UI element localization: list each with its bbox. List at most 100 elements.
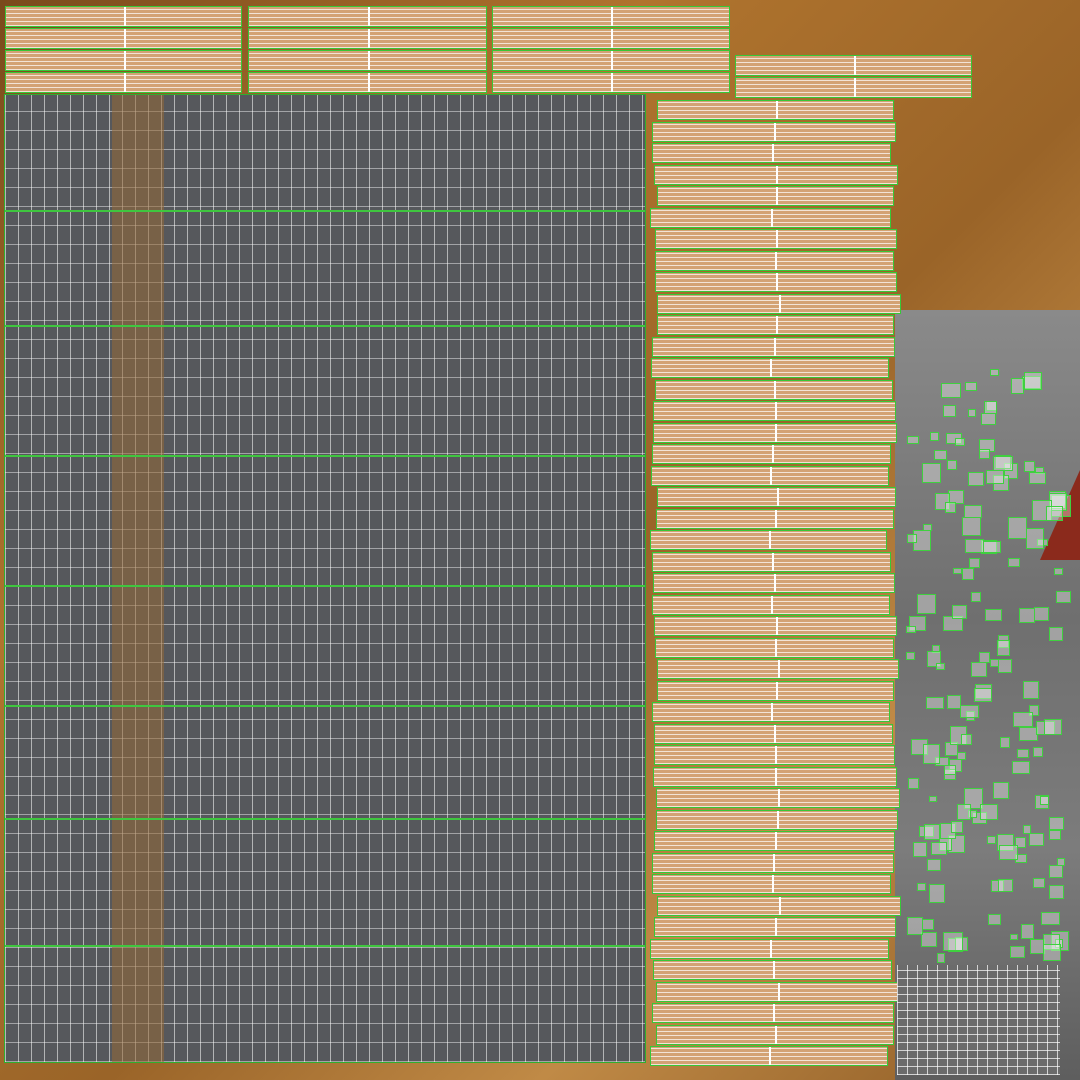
wood-plank-uv-island bbox=[651, 466, 889, 486]
small-uv-island bbox=[1034, 607, 1049, 620]
small-uv-island bbox=[1023, 825, 1031, 834]
uv-seam-line bbox=[5, 945, 645, 947]
wood-plank-uv-island bbox=[657, 294, 901, 314]
wood-plank-uv-island bbox=[492, 72, 730, 93]
small-uv-island bbox=[926, 697, 944, 709]
uv-seam-line bbox=[5, 705, 645, 707]
small-uv-island bbox=[1008, 558, 1020, 567]
small-uv-island bbox=[1021, 924, 1034, 940]
wood-plank-uv-island bbox=[652, 853, 894, 873]
small-uv-island bbox=[998, 879, 1014, 891]
small-uv-island bbox=[1000, 737, 1010, 748]
wood-plank-uv-island bbox=[651, 358, 889, 378]
wood-plank-uv-island bbox=[654, 917, 896, 937]
small-uv-island bbox=[1026, 528, 1044, 549]
wood-plank-uv-island bbox=[735, 55, 972, 76]
small-uv-island bbox=[1012, 761, 1030, 774]
small-uv-island bbox=[951, 821, 963, 834]
wood-plank-uv-island bbox=[248, 6, 487, 27]
wood-plank-uv-island bbox=[650, 1046, 888, 1066]
wood-plank-uv-island bbox=[655, 229, 897, 249]
small-uv-island bbox=[985, 609, 1002, 621]
small-uv-island bbox=[962, 517, 982, 536]
wood-plank-uv-island bbox=[657, 100, 894, 120]
small-uv-island bbox=[1010, 934, 1018, 940]
small-uv-island bbox=[906, 652, 915, 659]
small-uv-island bbox=[917, 594, 936, 614]
small-uv-island bbox=[927, 859, 941, 872]
small-uv-island bbox=[1049, 830, 1061, 840]
wood-plank-uv-island bbox=[248, 28, 487, 49]
wood-plank-uv-island bbox=[657, 186, 894, 206]
wood-plank-uv-island bbox=[654, 616, 897, 636]
wood-plank-uv-island bbox=[248, 72, 487, 93]
small-uv-island bbox=[1011, 378, 1025, 394]
wood-plank-uv-island bbox=[5, 28, 242, 49]
small-uv-island bbox=[969, 558, 980, 568]
wood-plank-uv-island bbox=[248, 50, 487, 71]
uv-seam-line bbox=[5, 455, 645, 457]
wood-plank-uv-island bbox=[655, 638, 894, 658]
small-uv-island bbox=[929, 796, 938, 802]
small-uv-island bbox=[907, 534, 917, 544]
wood-plank-uv-island bbox=[655, 380, 893, 400]
small-uv-island bbox=[968, 472, 984, 486]
small-uv-island bbox=[1054, 568, 1063, 575]
wood-plank-uv-island bbox=[653, 960, 892, 980]
wood-plank-uv-island bbox=[650, 208, 891, 228]
small-uv-island bbox=[934, 450, 947, 460]
small-uv-island bbox=[993, 782, 1008, 799]
brown-texture-stripe bbox=[112, 95, 164, 1062]
wood-plank-uv-island bbox=[655, 272, 897, 292]
small-uv-island bbox=[971, 662, 988, 678]
wood-plank-uv-island bbox=[657, 315, 894, 335]
wood-plank-uv-island bbox=[652, 122, 896, 142]
small-uv-island bbox=[1057, 858, 1066, 867]
small-uv-island bbox=[979, 449, 991, 459]
wood-plank-uv-island bbox=[5, 72, 242, 93]
wood-plank-uv-island bbox=[655, 251, 894, 271]
small-uv-island bbox=[922, 463, 941, 482]
small-grid-uv-island bbox=[897, 965, 1060, 1075]
small-uv-island bbox=[999, 845, 1019, 860]
small-uv-island bbox=[929, 884, 946, 903]
small-uv-island bbox=[1049, 885, 1064, 899]
small-uv-island bbox=[930, 432, 939, 441]
small-uv-island bbox=[965, 539, 984, 553]
small-uv-island bbox=[957, 804, 971, 820]
small-uv-island bbox=[986, 470, 1004, 484]
wood-plank-uv-island bbox=[653, 573, 895, 593]
small-uv-island bbox=[1041, 912, 1060, 926]
uv-seam-line bbox=[5, 585, 645, 587]
small-uv-island bbox=[990, 659, 999, 667]
wood-plank-uv-island bbox=[654, 745, 895, 765]
small-uv-island bbox=[924, 824, 940, 840]
small-uv-island bbox=[1024, 372, 1042, 390]
small-uv-island bbox=[917, 883, 926, 891]
small-uv-island bbox=[923, 524, 932, 530]
small-uv-island bbox=[943, 932, 962, 951]
small-uv-island bbox=[943, 405, 956, 417]
small-uv-island bbox=[922, 919, 934, 930]
wood-plank-uv-island bbox=[657, 896, 901, 916]
wood-plank-uv-island bbox=[654, 724, 893, 744]
small-uv-island bbox=[981, 413, 997, 425]
small-uv-island bbox=[971, 592, 981, 602]
small-uv-island bbox=[998, 659, 1012, 673]
small-uv-island bbox=[1043, 944, 1061, 960]
wood-plank-uv-island bbox=[653, 767, 897, 787]
small-uv-island bbox=[907, 436, 918, 444]
small-uv-island bbox=[953, 568, 962, 574]
small-uv-island bbox=[936, 663, 945, 670]
small-uv-island bbox=[1024, 461, 1035, 471]
small-uv-island bbox=[937, 953, 945, 963]
small-uv-island bbox=[1033, 747, 1042, 757]
small-uv-island bbox=[979, 652, 990, 663]
wood-plank-uv-island bbox=[650, 939, 889, 959]
small-uv-island bbox=[984, 401, 997, 414]
uv-seam-line bbox=[5, 325, 645, 327]
small-uv-island bbox=[945, 502, 955, 513]
small-uv-island bbox=[960, 705, 978, 719]
small-uv-island bbox=[993, 456, 1013, 471]
small-uv-island bbox=[908, 778, 919, 789]
